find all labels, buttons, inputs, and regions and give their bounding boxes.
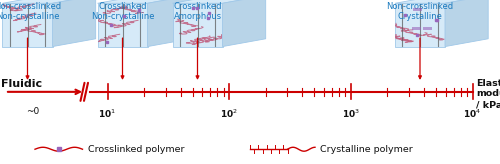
Text: 10$^1$: 10$^1$ (98, 107, 116, 120)
Text: Crosslinked
Non-crystalline: Crosslinked Non-crystalline (91, 2, 154, 21)
Text: 10$^4$: 10$^4$ (464, 107, 481, 120)
Text: Elastic
modulus
/ kPa: Elastic modulus / kPa (476, 79, 500, 109)
Text: Fluidic: Fluidic (1, 79, 42, 89)
Text: 10$^2$: 10$^2$ (220, 107, 238, 120)
Polygon shape (2, 0, 96, 3)
FancyBboxPatch shape (172, 3, 222, 47)
Polygon shape (148, 0, 190, 47)
FancyBboxPatch shape (2, 3, 52, 47)
Polygon shape (445, 0, 488, 47)
FancyBboxPatch shape (395, 3, 445, 47)
Bar (413, 8, 422, 11)
Text: Crosslinked polymer: Crosslinked polymer (88, 145, 184, 154)
Text: Crystalline polymer: Crystalline polymer (320, 145, 412, 154)
Text: Crosslinked
Amorphous: Crosslinked Amorphous (174, 2, 222, 21)
Bar (412, 27, 421, 30)
Polygon shape (172, 0, 266, 3)
FancyBboxPatch shape (98, 3, 148, 47)
Polygon shape (222, 0, 266, 47)
Polygon shape (395, 0, 488, 3)
Polygon shape (98, 0, 190, 3)
Text: Non-crosslinked
Crystalline: Non-crosslinked Crystalline (386, 2, 454, 21)
Bar (424, 27, 432, 30)
Text: 10$^3$: 10$^3$ (342, 107, 360, 120)
Text: ~0: ~0 (26, 107, 39, 116)
Polygon shape (52, 0, 96, 47)
Text: Non-crosslinked
Non-crystalline: Non-crosslinked Non-crystalline (0, 2, 61, 21)
